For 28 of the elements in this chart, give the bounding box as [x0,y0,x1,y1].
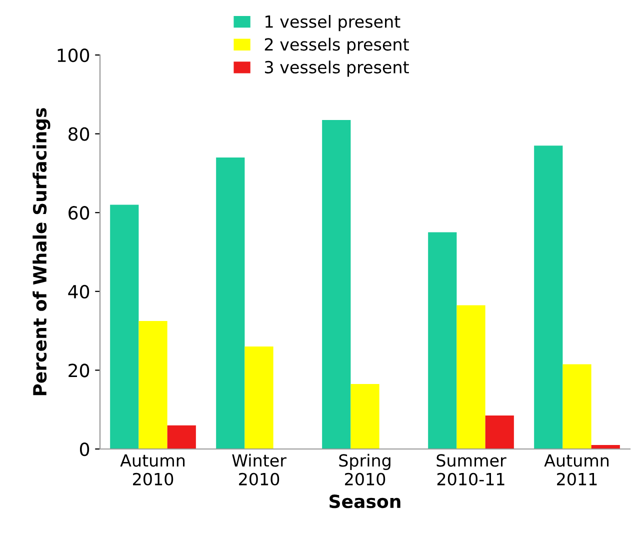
bar [110,204,139,449]
x-tick-label: Summer 2010-11 [436,454,506,486]
bar [167,425,196,449]
y-tick-label: 100 [58,48,90,62]
bar [456,305,486,449]
legend-label: 1 vessel present [266,15,400,32]
x-tick-label: Winter 2010 [232,454,286,486]
x-tick-label: Autumn 2010 [120,454,185,486]
x-tick-label: Spring 2010 [339,454,390,486]
y-tick-label: 40 [68,284,90,299]
legend-label: 3 vessels present [264,60,409,77]
bar [428,232,457,449]
x-tick-label: Autumn 2011 [544,454,609,486]
bar [244,346,274,449]
bar [350,384,380,449]
y-tick-label: 0 [80,442,90,456]
y-tick-label: 60 [68,206,90,220]
bar [562,364,592,449]
y-tick-label: 80 [68,127,90,141]
y-tick-label: 20 [68,364,90,378]
x-axis-title: Season [330,494,400,508]
legend-label: 2 vessels present [264,38,409,54]
bar [534,146,563,449]
bar [138,320,168,449]
bar [216,157,245,449]
bar [485,416,514,449]
bar [322,120,351,449]
y-axis-title: Percent of Whale Surfacings [32,108,50,396]
